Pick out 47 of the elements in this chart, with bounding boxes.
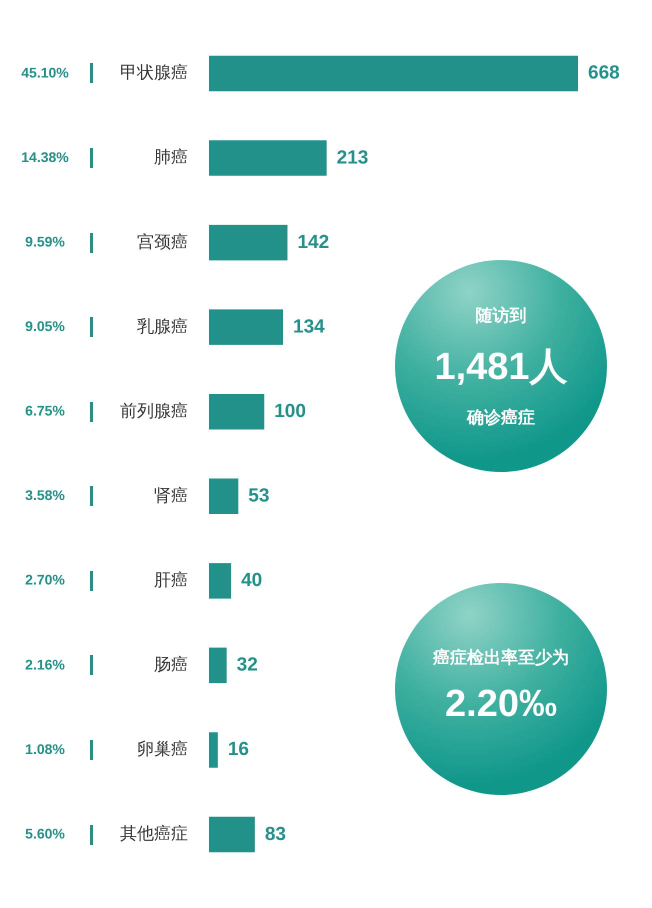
annotation: 确诊癌症 [467, 406, 535, 428]
data-label: 213 [336, 147, 368, 168]
circle-badge: 癌症检出率至少为 2.20‰ [395, 583, 607, 795]
text: 2.16% [25, 656, 66, 672]
data-label: 134 [293, 316, 326, 338]
annotation: 癌症检出率至少为 [433, 647, 569, 669]
annotation: 2.20‰ [445, 683, 557, 726]
text: 2.70% [25, 572, 66, 588]
bar [209, 478, 238, 514]
data-label: 668 [588, 62, 620, 84]
text: 45.10% [21, 64, 70, 80]
y-tick-label: 甲状腺癌 [120, 63, 188, 82]
bar [209, 224, 288, 260]
bar [209, 732, 218, 768]
bar [209, 309, 284, 345]
text: 9.05% [25, 318, 66, 334]
y-tick-label: 肺癌 [154, 148, 188, 167]
data-label: 142 [297, 232, 330, 253]
y-tick-label: 前列腺癌 [120, 401, 188, 420]
circle-badge: 随访到 1,481人 确诊癌症 [395, 260, 607, 472]
data-label: 100 [274, 400, 306, 422]
annotation: 1,481人 [434, 344, 568, 390]
annotation: 随访到 [476, 304, 526, 326]
text: 5.60% [25, 825, 66, 842]
y-tick-label: 其他癌症 [120, 824, 188, 844]
bar [209, 394, 264, 430]
data-label: 32 [236, 654, 258, 676]
text: 9.59% [25, 233, 66, 250]
bar [209, 140, 327, 176]
data-label: 53 [248, 486, 270, 507]
data-label: 40 [241, 570, 262, 592]
bar [209, 648, 227, 684]
y-tick-label: 宫颈癌 [137, 232, 188, 252]
y-tick-label: 乳腺癌 [137, 316, 188, 336]
data-label: 83 [264, 824, 286, 845]
bar [209, 563, 232, 599]
y-tick-label: 肾癌 [154, 486, 188, 505]
text: 6.75% [25, 402, 66, 419]
bar [209, 816, 255, 852]
y-tick-label: 卵巢癌 [137, 740, 188, 759]
y-tick-label: 肠癌 [154, 655, 188, 674]
text: 3.58% [25, 487, 66, 504]
text: 1.08% [25, 740, 66, 757]
data-label: 16 [228, 739, 249, 760]
text: 14.38% [21, 148, 70, 165]
bar [209, 56, 578, 92]
y-tick-label: 肝癌 [154, 570, 188, 590]
